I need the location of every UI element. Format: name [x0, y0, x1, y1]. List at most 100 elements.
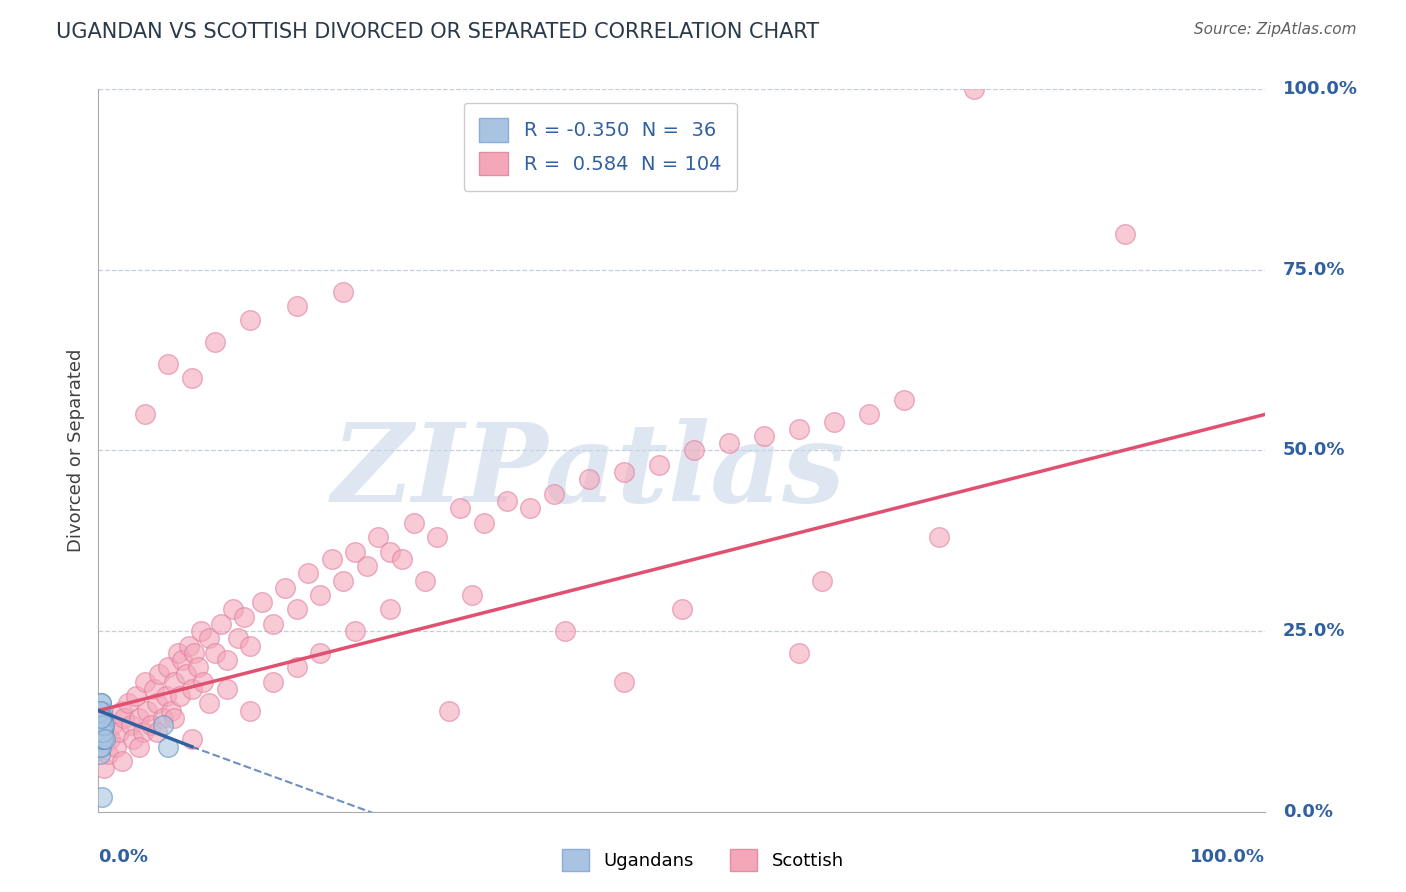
Point — [228, 632, 250, 646]
Point — [94, 732, 117, 747]
Point — [90, 725, 112, 739]
Point — [93, 761, 115, 775]
Point — [134, 407, 156, 421]
Point — [285, 660, 308, 674]
Point — [146, 725, 169, 739]
Point — [93, 718, 115, 732]
Point — [332, 285, 354, 299]
Point — [148, 667, 170, 681]
Point — [157, 357, 180, 371]
Point — [91, 732, 114, 747]
Point — [180, 732, 202, 747]
Point — [90, 696, 112, 710]
Point — [146, 696, 169, 710]
Point — [163, 711, 186, 725]
Point — [309, 646, 332, 660]
Point — [519, 501, 541, 516]
Point — [155, 689, 177, 703]
Point — [93, 718, 115, 732]
Point — [717, 436, 740, 450]
Point — [787, 422, 810, 436]
Point — [89, 718, 111, 732]
Point — [682, 443, 704, 458]
Point — [90, 704, 112, 718]
Point — [90, 725, 112, 739]
Point — [101, 718, 124, 732]
Point — [309, 588, 332, 602]
Point — [297, 566, 319, 581]
Point — [198, 696, 221, 710]
Point — [98, 732, 121, 747]
Point — [449, 501, 471, 516]
Point — [356, 559, 378, 574]
Point — [90, 711, 112, 725]
Point — [112, 711, 135, 725]
Legend: R = -0.350  N =  36, R =  0.584  N = 104: R = -0.350 N = 36, R = 0.584 N = 104 — [464, 103, 737, 191]
Point — [221, 602, 243, 616]
Point — [647, 458, 669, 472]
Text: 50.0%: 50.0% — [1282, 442, 1346, 459]
Point — [893, 392, 915, 407]
Point — [89, 704, 111, 718]
Point — [233, 609, 256, 624]
Point — [90, 725, 112, 739]
Point — [90, 711, 112, 725]
Point — [134, 674, 156, 689]
Text: UGANDAN VS SCOTTISH DIVORCED OR SEPARATED CORRELATION CHART: UGANDAN VS SCOTTISH DIVORCED OR SEPARATE… — [56, 22, 820, 42]
Point — [157, 739, 180, 754]
Point — [90, 732, 112, 747]
Point — [169, 689, 191, 703]
Point — [122, 732, 145, 747]
Point — [132, 725, 155, 739]
Point — [858, 407, 880, 421]
Point — [91, 711, 114, 725]
Point — [962, 82, 984, 96]
Point — [437, 704, 460, 718]
Point — [89, 739, 111, 754]
Point — [262, 674, 284, 689]
Text: 0.0%: 0.0% — [1282, 803, 1333, 821]
Point — [90, 790, 112, 805]
Point — [180, 371, 202, 385]
Point — [823, 415, 845, 429]
Point — [380, 602, 402, 616]
Point — [125, 689, 148, 703]
Point — [496, 494, 519, 508]
Point — [90, 711, 112, 725]
Point — [239, 704, 262, 718]
Point — [402, 516, 425, 530]
Point — [90, 718, 112, 732]
Text: 0.0%: 0.0% — [98, 847, 149, 866]
Point — [215, 681, 238, 696]
Point — [215, 653, 238, 667]
Point — [152, 711, 174, 725]
Point — [120, 718, 142, 732]
Point — [90, 718, 112, 732]
Point — [108, 725, 131, 739]
Point — [90, 711, 112, 725]
Point — [274, 581, 297, 595]
Text: 100.0%: 100.0% — [1282, 80, 1358, 98]
Point — [204, 334, 226, 349]
Point — [239, 313, 262, 327]
Point — [128, 711, 150, 725]
Point — [198, 632, 221, 646]
Point — [190, 624, 212, 639]
Point — [193, 674, 215, 689]
Point — [157, 660, 180, 674]
Point — [752, 429, 775, 443]
Point — [104, 739, 127, 754]
Point — [174, 667, 197, 681]
Point — [262, 616, 284, 631]
Point — [89, 718, 111, 732]
Text: 75.0%: 75.0% — [1282, 260, 1346, 279]
Point — [90, 718, 112, 732]
Point — [344, 544, 367, 558]
Point — [209, 616, 232, 631]
Text: Source: ZipAtlas.com: Source: ZipAtlas.com — [1194, 22, 1357, 37]
Point — [136, 704, 159, 718]
Point — [426, 530, 449, 544]
Point — [367, 530, 389, 544]
Point — [179, 639, 201, 653]
Point — [90, 739, 112, 754]
